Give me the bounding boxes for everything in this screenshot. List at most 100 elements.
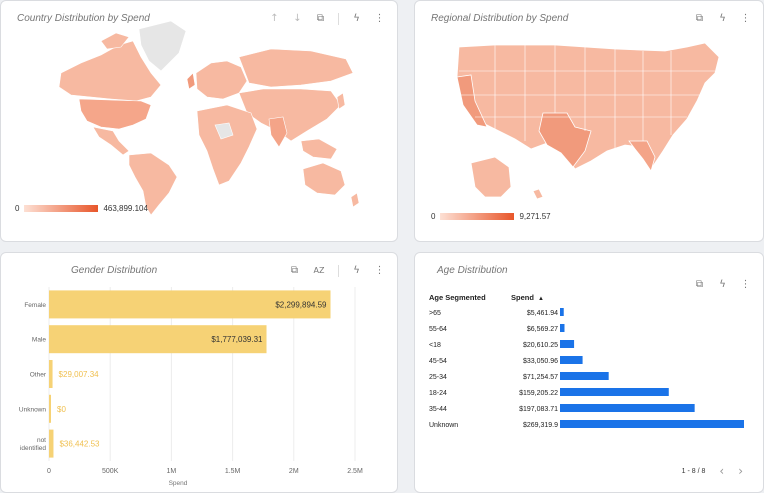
map-region-alaska <box>470 156 512 198</box>
bar-value-label: $2,299,894.59 <box>275 300 327 309</box>
x-tick-label: 500K <box>102 468 119 475</box>
gender-bar-chart: 0 500K 1M 1.5M 2M 2.5M Spend Female $2,299,894.5… <box>19 287 363 487</box>
map-region-usa <box>78 98 152 130</box>
y-category-label: identified <box>20 445 46 452</box>
age-segment-label: 25-34 <box>429 374 447 381</box>
pager-next-icon[interactable]: › <box>738 464 743 478</box>
pager-prev-icon[interactable]: ‹ <box>719 464 725 478</box>
y-category-label: Other <box>30 372 47 379</box>
gender-bar[interactable] <box>49 360 53 388</box>
toolbar-divider <box>338 265 339 277</box>
age-spend-bar <box>560 340 575 348</box>
world-map[interactable] <box>1 1 398 242</box>
export-icon[interactable]: ⧉ <box>316 13 325 24</box>
map-region-japan <box>336 92 346 110</box>
sort-asc-icon[interactable]: ▲ <box>538 296 544 302</box>
map-region-africa <box>196 104 258 186</box>
country-card-title: Country Distribution by Spend <box>17 13 150 24</box>
more-vert-icon[interactable]: ⋮ <box>740 12 751 24</box>
legend-min-label: 0 <box>431 212 436 221</box>
toolbar-divider <box>338 13 339 25</box>
age-toolbar: ⧉ ϟ ⋮ <box>694 279 751 290</box>
map-region-mexico <box>92 126 130 156</box>
age-spend-value: $6,569.27 <box>527 326 558 333</box>
y-category-label: not <box>37 437 46 444</box>
bolt-icon[interactable]: ϟ <box>719 12 726 24</box>
bolt-icon[interactable]: ϟ <box>719 278 726 290</box>
map-region-arctic-islands <box>100 32 130 50</box>
age-spend-value: $33,050.96 <box>523 358 558 365</box>
gender-bar[interactable] <box>49 290 331 319</box>
map-region-india <box>268 116 288 148</box>
gender-bar[interactable] <box>49 394 51 423</box>
map-region-florida <box>628 140 656 172</box>
age-spend-value: $5,461.94 <box>527 310 558 317</box>
regional-card: Regional Distribution by Spend ⧉ ϟ ⋮ 0 9… <box>414 0 764 242</box>
map-region-south-america <box>128 152 178 216</box>
x-axis-label: Spend <box>169 480 188 487</box>
age-segment-label: <18 <box>429 342 441 349</box>
map-region-greenland <box>138 20 187 72</box>
age-card-title: Age Distribution <box>437 265 508 276</box>
legend-max-label: 9,271.57 <box>519 212 551 221</box>
y-category-label: Male <box>32 337 46 344</box>
map-region-europe <box>195 60 248 100</box>
map-region-us-mainland <box>456 42 720 170</box>
gender-bar[interactable] <box>49 325 267 354</box>
x-tick-label: 2M <box>289 468 299 475</box>
export-icon[interactable]: ⧉ <box>695 278 704 290</box>
x-tick-label: 2.5M <box>347 468 363 475</box>
age-spend-value: $159,205.22 <box>519 390 558 397</box>
age-spend-value: $197,083.71 <box>519 406 558 413</box>
age-spend-bar <box>560 372 609 380</box>
age-segment-label: 45-54 <box>429 358 447 365</box>
regional-card-title: Regional Distribution by Spend <box>431 13 569 24</box>
bar-value-label: $29,007.34 <box>59 370 100 379</box>
age-spend-bar <box>560 356 583 364</box>
map-region-russia <box>238 48 354 88</box>
x-tick-label: 1M <box>167 468 177 475</box>
col-header-spend[interactable]: Spend <box>511 293 534 302</box>
regional-toolbar: ⧉ ϟ ⋮ <box>694 13 751 24</box>
age-spend-bar <box>560 420 744 428</box>
age-spend-bar <box>560 308 564 316</box>
map-region-california <box>456 74 488 128</box>
sort-az-icon[interactable]: AZ <box>313 266 325 275</box>
map-region-nz <box>350 192 360 208</box>
x-tick-label: 1.5M <box>225 468 241 475</box>
legend-gradient <box>24 205 99 212</box>
legend-gradient <box>440 213 515 220</box>
gender-bar[interactable] <box>49 429 54 458</box>
country-toolbar: ↑ ↓ ⧉ ϟ ⋮ <box>269 13 385 25</box>
pager: 1 - 8 / 8 ‹ › <box>682 464 743 478</box>
more-vert-icon[interactable]: ⋮ <box>374 265 385 276</box>
map-region-africa-nodata <box>214 122 234 140</box>
age-spend-value: $71,254.57 <box>523 374 558 381</box>
legend-max-label: 463,899.104 <box>103 204 148 213</box>
more-vert-icon[interactable]: ⋮ <box>374 13 385 24</box>
usa-map[interactable] <box>415 1 764 242</box>
gender-toolbar: ⧉ AZ ϟ ⋮ <box>289 265 385 277</box>
age-spend-bar <box>560 404 695 412</box>
arrow-down-icon[interactable]: ↓ <box>293 13 302 24</box>
age-spend-value: $20,610.25 <box>523 342 558 349</box>
age-segment-label: Unknown <box>429 422 458 429</box>
age-segment-label: 55-64 <box>429 326 447 333</box>
age-card: Age Distribution ⧉ ϟ ⋮ Age Segmented Spen… <box>414 252 764 493</box>
y-category-label: Female <box>24 302 46 309</box>
gender-card-title: Gender Distribution <box>71 265 158 276</box>
more-vert-icon[interactable]: ⋮ <box>740 278 751 290</box>
export-icon[interactable]: ⧉ <box>695 12 704 24</box>
export-icon[interactable]: ⧉ <box>290 265 299 276</box>
country-card: Country Distribution by Spend ↑ ↓ ⧉ ϟ ⋮ <box>0 0 398 242</box>
map-region-uk <box>186 72 196 90</box>
age-spend-bar <box>560 324 565 332</box>
bolt-icon[interactable]: ϟ <box>353 265 360 276</box>
age-segment-label: >65 <box>429 310 441 317</box>
age-spend-value: $269,319.9 <box>523 422 558 429</box>
arrow-up-icon[interactable]: ↑ <box>270 13 279 24</box>
bolt-icon[interactable]: ϟ <box>353 13 360 24</box>
age-spend-bar <box>560 388 669 396</box>
age-segment-label: 35-44 <box>429 406 447 413</box>
col-header-segment[interactable]: Age Segmented <box>429 293 486 302</box>
